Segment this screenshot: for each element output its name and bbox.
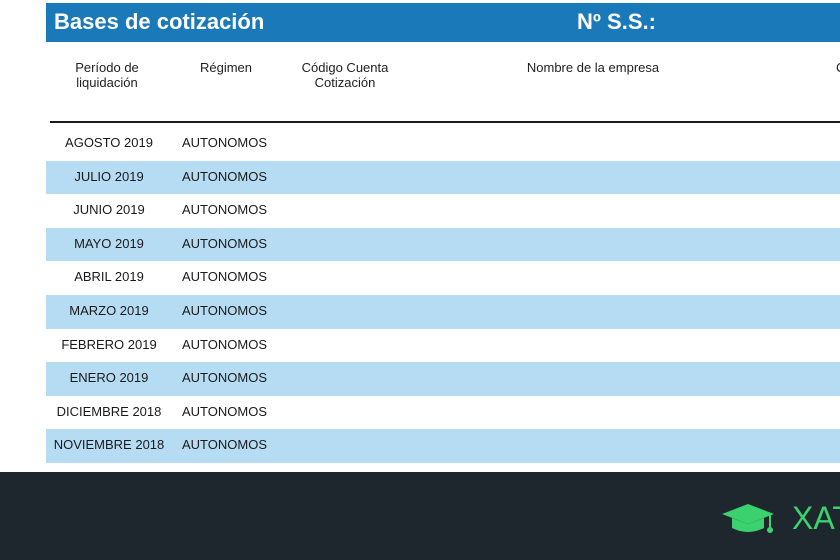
table-row: DICIEMBRE 2018 AUTONOMOS — [46, 396, 840, 430]
cell-periodo: NOVIEMBRE 2018 — [53, 437, 165, 453]
table-body: AGOSTO 2019 AUTONOMOS JULIO 2019 AUTONOMOS J… — [46, 127, 840, 463]
table-row: MAYO 2019 AUTONOMOS — [46, 227, 840, 262]
cell-periodo: ABRIL 2019 — [74, 269, 144, 285]
column-header-periodo: Período de liquidación — [75, 60, 139, 90]
cell-periodo: ENERO 2019 — [69, 370, 149, 386]
cell-regimen: AUTONOMOS — [182, 202, 267, 218]
document-title: Bases de cotización — [54, 9, 265, 34]
cell-regimen: AUTONOMOS — [182, 302, 267, 318]
cell-regimen: AUTONOMOS — [182, 403, 267, 419]
cell-periodo: FEBRERO 2019 — [61, 336, 157, 352]
cell-periodo: MAYO 2019 — [74, 235, 144, 251]
graduation-cap-icon — [722, 504, 774, 533]
cell-regimen: AUTONOMOS — [182, 437, 267, 453]
table-row: AGOSTO 2019 AUTONOMOS — [46, 127, 840, 161]
column-header-codigo: Código Cuenta Cotización — [301, 60, 389, 90]
table-row: MARZO 2019 AUTONOMOS — [46, 294, 840, 329]
cell-periodo: AGOSTO 2019 — [65, 135, 153, 150]
table-row: ENERO 2019 AUTONOMOS — [46, 362, 840, 396]
table-row: NOVIEMBRE 2018 AUTONOMOS — [46, 429, 840, 463]
footer-brand-text: XAT — [792, 500, 840, 536]
cell-regimen: AUTONOMOS — [182, 370, 267, 386]
cell-regimen: AUTONOMOS — [182, 269, 267, 285]
table-row: JUNIO 2019 AUTONOMOS — [46, 194, 840, 228]
cell-periodo: DICIEMBRE 2018 — [56, 403, 162, 419]
social-security-number-label: Nº S.S.: — [577, 9, 656, 34]
column-header-nombre: Nombre de la empresa — [526, 60, 660, 75]
cell-regimen: AUTONOMOS — [182, 168, 267, 184]
cell-regimen: AUTONOMOS — [182, 336, 267, 352]
cell-periodo: JULIO 2019 — [74, 168, 144, 184]
footer-bar — [0, 472, 840, 560]
document-sheet: Bases de cotización Nº S.S.: Período de … — [46, 3, 840, 463]
title-bar: Bases de cotización Nº S.S.: — [46, 3, 840, 42]
table-row: ABRIL 2019 AUTONOMOS — [46, 261, 840, 295]
cell-regimen: AUTONOMOS — [182, 135, 267, 150]
column-header-cut-off: C — [836, 60, 840, 75]
cell-periodo: JUNIO 2019 — [73, 202, 145, 218]
cell-regimen: AUTONOMOS — [182, 235, 267, 251]
table-row: JULIO 2019 AUTONOMOS — [46, 160, 840, 195]
cell-periodo: MARZO 2019 — [69, 302, 149, 318]
column-header-regimen: Régimen — [199, 60, 253, 75]
header-divider — [50, 121, 840, 123]
table-row: FEBRERO 2019 AUTONOMOS — [46, 329, 840, 363]
